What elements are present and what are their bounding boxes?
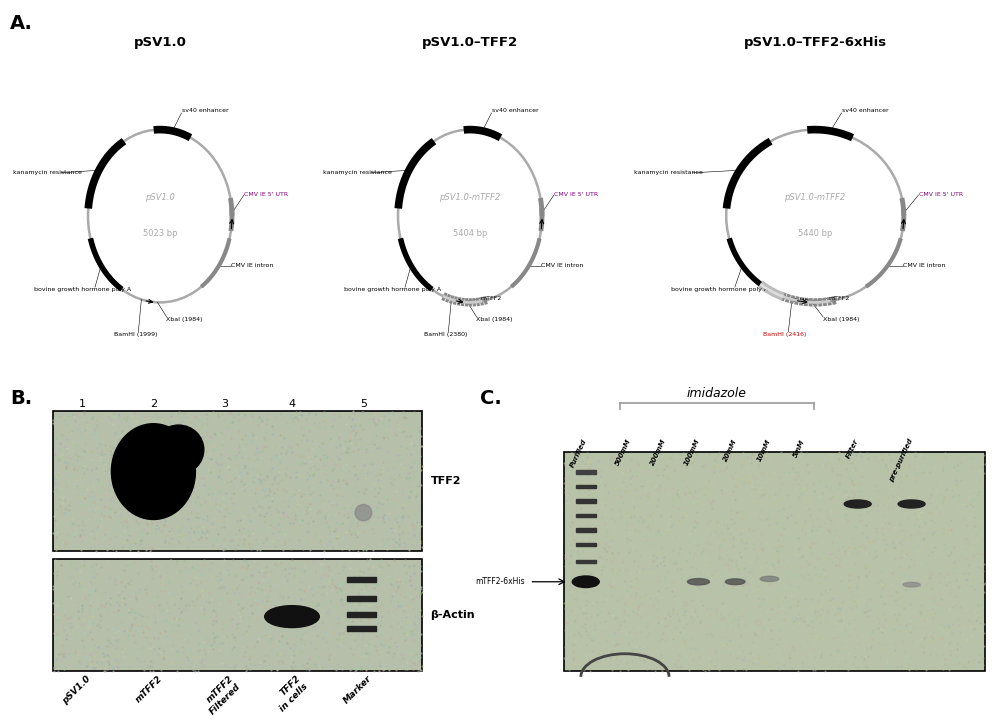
Bar (576, 470, 596, 474)
Text: bovine growth hormone poly A: bovine growth hormone poly A (34, 287, 132, 292)
Ellipse shape (844, 500, 871, 508)
Ellipse shape (111, 423, 195, 520)
Bar (347, 577, 376, 582)
Text: 6xHis: 6xHis (793, 298, 810, 303)
Text: 2: 2 (150, 399, 157, 409)
Text: mTFF2: mTFF2 (480, 296, 502, 301)
Text: 10mM: 10mM (756, 438, 772, 462)
Bar (576, 560, 596, 563)
Text: 1: 1 (78, 399, 86, 409)
Text: bovine growth hormone poly A: bovine growth hormone poly A (671, 287, 769, 292)
Text: mTFF2
Filtered: mTFF2 Filtered (201, 674, 243, 716)
Text: XbaI (1984): XbaI (1984) (166, 317, 203, 322)
Bar (347, 612, 376, 617)
Bar (576, 485, 596, 488)
Text: BamHI (1999): BamHI (1999) (114, 332, 157, 337)
Ellipse shape (687, 579, 709, 585)
Bar (53, 559, 422, 671)
Text: XbaI (1984): XbaI (1984) (476, 317, 513, 322)
Ellipse shape (355, 505, 372, 521)
Text: pSV1.0-mTFF2: pSV1.0-mTFF2 (784, 194, 846, 202)
Ellipse shape (265, 606, 319, 628)
Text: 5mM: 5mM (793, 438, 806, 458)
Text: pre-purified: pre-purified (889, 438, 914, 483)
Text: 5440 bp: 5440 bp (798, 230, 832, 238)
Bar (576, 528, 596, 531)
Text: sv40 enhancer: sv40 enhancer (182, 108, 228, 113)
Text: TFF2: TFF2 (431, 476, 461, 486)
Text: 500mM: 500mM (615, 438, 632, 467)
Text: Marker: Marker (342, 674, 374, 706)
Text: mTFF2: mTFF2 (828, 296, 849, 301)
Ellipse shape (760, 576, 779, 582)
Text: CMV IE 5' UTR: CMV IE 5' UTR (244, 192, 288, 197)
Text: 5404 bp: 5404 bp (453, 230, 487, 238)
Bar (576, 514, 596, 517)
Text: β-Actin: β-Actin (431, 611, 475, 620)
Text: Purified: Purified (570, 438, 588, 469)
Text: CMV IE 5' UTR: CMV IE 5' UTR (554, 192, 598, 197)
Text: BamHI (2380): BamHI (2380) (424, 332, 467, 337)
Text: 5: 5 (360, 399, 367, 409)
Text: pSV1.0: pSV1.0 (134, 36, 186, 49)
Ellipse shape (572, 576, 599, 588)
Text: bovine growth hormone poly A: bovine growth hormone poly A (344, 287, 442, 292)
Text: kanamycin resistance: kanamycin resistance (13, 171, 82, 175)
Text: imidazole: imidazole (687, 387, 747, 400)
Text: 200mM: 200mM (649, 438, 667, 467)
Text: kanamycin resistance: kanamycin resistance (323, 171, 392, 175)
Text: TFF2
in cells: TFF2 in cells (271, 674, 310, 713)
Text: 20mM: 20mM (722, 438, 738, 462)
Text: B.: B. (10, 389, 32, 408)
Text: BamHI (2416): BamHI (2416) (763, 332, 806, 337)
Bar (347, 626, 376, 631)
Text: mTFF2: mTFF2 (134, 674, 164, 704)
Bar (576, 500, 596, 503)
Text: sv40 enhancer: sv40 enhancer (492, 108, 538, 113)
Ellipse shape (898, 500, 925, 508)
Text: CMV IE intron: CMV IE intron (231, 263, 273, 268)
Text: 100mM: 100mM (683, 438, 701, 467)
Text: C.: C. (480, 389, 502, 408)
Text: 5023 bp: 5023 bp (143, 230, 177, 238)
Ellipse shape (725, 579, 745, 585)
Text: 4: 4 (288, 399, 296, 409)
Bar (576, 543, 596, 546)
Ellipse shape (153, 425, 204, 474)
Text: kanamycin resistance: kanamycin resistance (634, 171, 703, 175)
Text: CMV IE intron: CMV IE intron (903, 263, 945, 268)
Text: A.: A. (10, 14, 33, 33)
Bar (347, 596, 376, 600)
Text: CMV IE 5' UTR: CMV IE 5' UTR (919, 192, 963, 197)
Text: Filter: Filter (846, 438, 860, 460)
Text: pSV1.0: pSV1.0 (61, 674, 93, 706)
Bar (576, 579, 596, 585)
Text: pSV1.0: pSV1.0 (145, 194, 175, 202)
Text: XbaI (1984): XbaI (1984) (823, 317, 860, 322)
Ellipse shape (903, 582, 920, 587)
Text: mTFF2-6xHis: mTFF2-6xHis (475, 577, 524, 586)
Text: CMV IE intron: CMV IE intron (541, 263, 583, 268)
Text: sv40 enhancer: sv40 enhancer (842, 108, 888, 113)
Bar (564, 452, 985, 671)
Text: pSV1.0-mTFF2: pSV1.0-mTFF2 (439, 194, 501, 202)
Text: pSV1.0–TFF2: pSV1.0–TFF2 (422, 36, 518, 49)
Text: 3: 3 (221, 399, 228, 409)
Text: pSV1.0–TFF2-6xHis: pSV1.0–TFF2-6xHis (743, 36, 887, 49)
Bar (53, 411, 422, 551)
